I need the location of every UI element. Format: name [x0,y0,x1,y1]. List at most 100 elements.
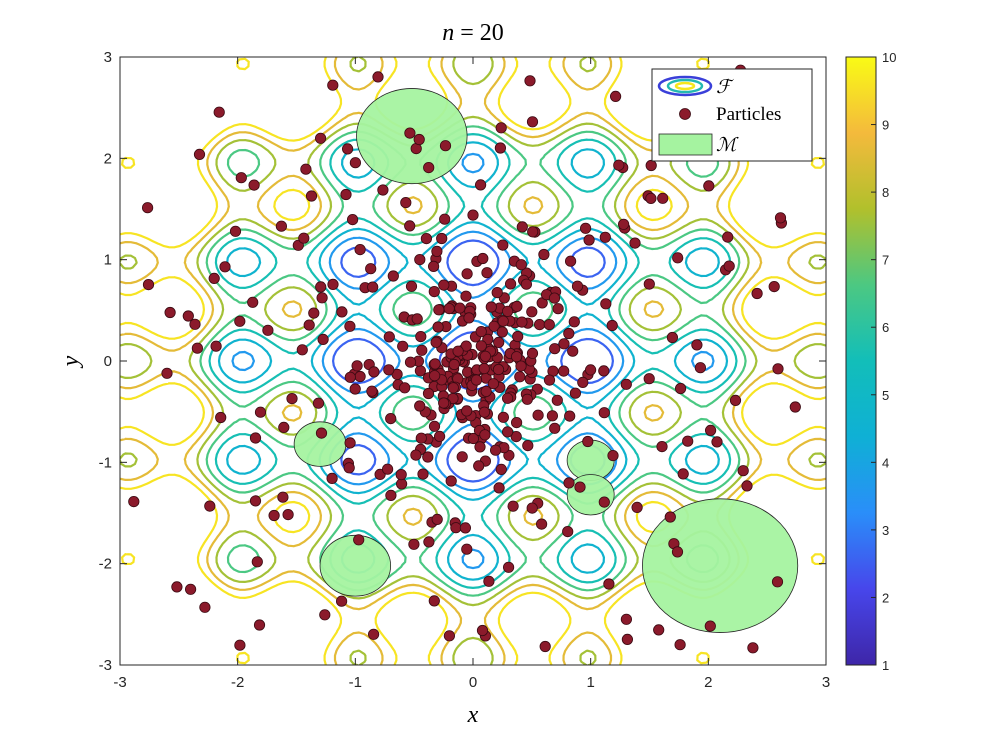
particle [385,489,397,501]
particle [533,318,546,331]
particle [353,534,365,546]
particle [308,307,320,319]
particle [516,221,528,233]
y-tick-label: 0 [104,353,112,370]
particle [501,392,514,404]
particle [552,303,564,315]
particle [467,209,479,221]
particle [526,116,539,128]
particle [789,401,801,413]
particle [520,278,533,290]
particle [515,360,527,372]
particle [438,279,450,291]
particle [643,278,655,290]
particle [349,157,361,169]
particle [501,426,514,438]
region-M-circle [642,498,799,633]
particle [253,619,266,631]
particle [461,268,473,280]
particle [479,429,491,441]
x-tick-label: 2 [704,674,712,691]
particle [142,202,154,214]
particle [737,465,749,477]
y-tick-label: 3 [104,49,112,66]
particle [282,508,294,521]
particle [729,394,742,406]
particle [599,231,611,243]
particle [367,281,379,293]
particle [631,501,643,513]
x-axis-ticks: -3 -2 -1 0 1 2 3 [113,57,830,691]
particle [510,416,523,429]
particle [747,642,759,654]
particle [431,245,443,257]
particle [682,435,694,447]
particle [199,601,211,613]
particle [504,278,517,290]
region-M-circle [319,534,392,597]
colorbar-tick-label: 9 [882,118,889,133]
colorbar-tick-label: 2 [882,590,889,605]
particle [319,609,331,621]
legend-label-M: ℳ [716,135,739,156]
legend-label-F: ℱ [716,77,734,98]
particle [475,340,487,352]
particle [691,339,703,351]
particle [182,310,194,322]
particle [549,343,561,355]
particle [387,270,399,282]
particle [574,481,586,493]
particle [502,561,515,573]
particle [349,383,361,395]
y-tick-label: -2 [99,556,112,573]
particle [488,320,500,332]
particle [433,304,445,316]
particle [414,400,426,412]
particle [598,407,610,419]
chart-title: n = 20 [442,20,504,46]
particle [493,482,505,494]
particle [479,350,491,362]
particle [609,90,622,103]
particle [234,639,246,651]
particle [452,345,464,357]
particle [603,578,615,590]
particle [343,462,355,474]
particle [189,318,201,330]
particle [524,75,536,87]
particle [653,624,665,636]
particle [551,394,563,406]
y-axis-ticks: -3 -2 -1 0 1 2 3 [99,49,826,674]
colorbar-tick-label: 6 [882,320,889,335]
particle [474,179,487,191]
particle [621,633,634,646]
particle [526,306,538,318]
particle [262,324,274,336]
particle [210,340,222,352]
particle [771,576,784,588]
particle [510,430,522,443]
particle [367,628,380,640]
colorbar-tick-label: 5 [882,388,889,403]
y-tick-label: -1 [99,454,112,471]
particle [722,231,734,243]
legend: ℱ Particles ℳ [651,68,813,162]
particle [400,197,412,209]
colorbar-tick-label: 3 [882,523,889,538]
particle [436,232,448,245]
particle [582,435,594,448]
particle [430,336,442,348]
particle [567,345,579,357]
particle [598,365,610,377]
particle [191,342,203,354]
particle [247,296,259,308]
particle [415,432,427,444]
particle [422,451,434,463]
particle [251,556,263,568]
x-tick-label: -2 [231,674,244,691]
particle [344,437,356,449]
particle [645,159,657,172]
particle [674,639,686,651]
particle [460,290,472,302]
